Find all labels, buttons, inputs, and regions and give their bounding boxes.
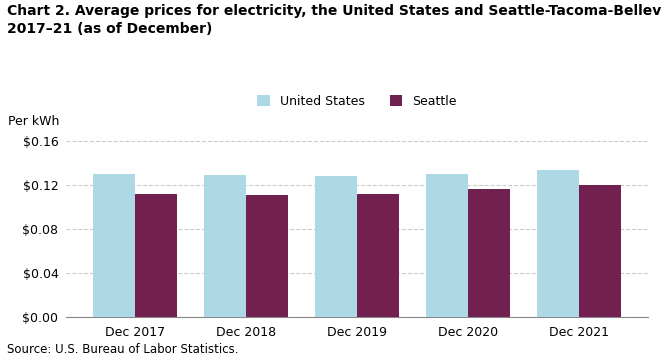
Bar	[204, 175, 246, 317]
Text: Per kWh: Per kWh	[8, 114, 59, 128]
Bar	[315, 176, 357, 317]
Bar	[246, 195, 288, 317]
Bar	[357, 194, 399, 317]
Bar	[537, 170, 579, 317]
Legend: United States, Seattle: United States, Seattle	[257, 95, 457, 108]
Bar	[579, 185, 621, 317]
Text: Chart 2. Average prices for electricity, the United States and Seattle-Tacoma-Be: Chart 2. Average prices for electricity,…	[7, 4, 661, 36]
Text: Source: U.S. Bureau of Labor Statistics.: Source: U.S. Bureau of Labor Statistics.	[7, 343, 238, 356]
Bar	[468, 189, 510, 317]
Bar	[426, 174, 468, 317]
Bar	[93, 174, 135, 317]
Bar	[135, 194, 177, 317]
